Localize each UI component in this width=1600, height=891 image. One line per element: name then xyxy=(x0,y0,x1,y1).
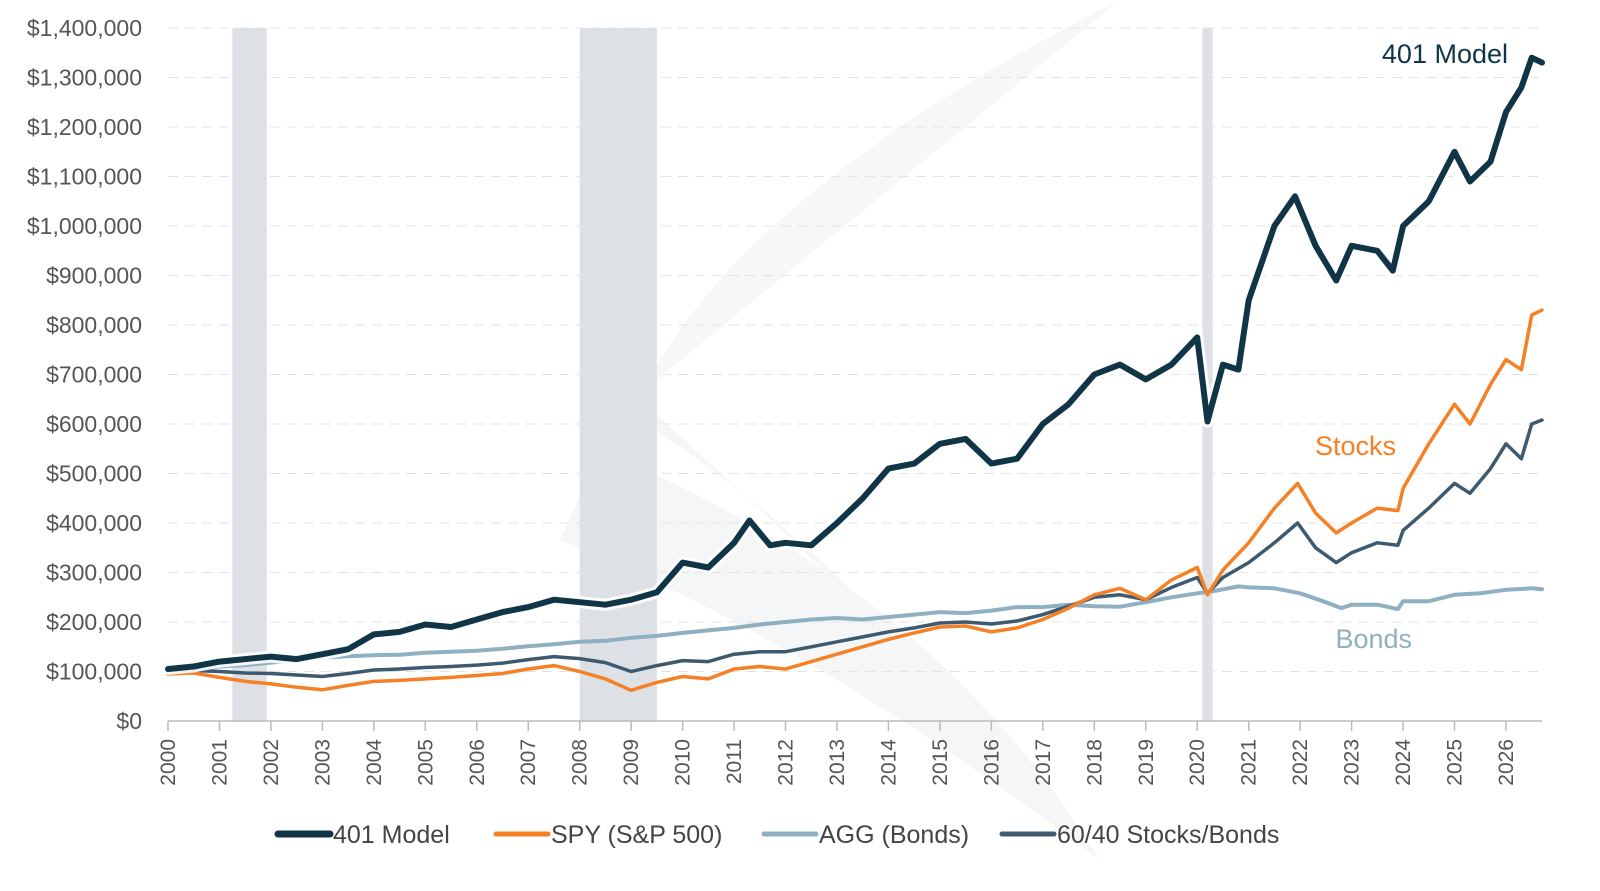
y-tick-label: $0 xyxy=(116,708,142,734)
x-tick-label: 2007 xyxy=(517,739,540,786)
x-tick-label: 2021 xyxy=(1238,739,1261,786)
legend-label: 401 Model xyxy=(333,821,450,849)
y-axis: $0 $100,000 $200,000 $300,000 $400,000 $500,0… xyxy=(27,15,142,734)
y-tick-label: $1,200,000 xyxy=(27,114,142,140)
x-tick-label: 2013 xyxy=(826,739,849,786)
y-tick-label: $1,400,000 xyxy=(27,15,142,41)
x-tick-label: 2008 xyxy=(569,739,592,786)
x-tick-label: 2016 xyxy=(980,739,1003,786)
series-line-1 xyxy=(166,308,1544,693)
x-tick-label: 2023 xyxy=(1341,739,1364,786)
legend: 401 Model SPY (S&P 500) AGG (Bonds) 60/40 S… xyxy=(274,821,1279,849)
y-tick-label: $800,000 xyxy=(46,312,142,338)
x-tick-label: 2002 xyxy=(260,739,283,786)
x-tick-label: 2020 xyxy=(1186,739,1209,786)
y-tick-label: $400,000 xyxy=(46,510,142,536)
y-tick-label: $1,100,000 xyxy=(27,164,142,190)
x-tick-label: 2005 xyxy=(414,739,437,786)
y-tick-label: $100,000 xyxy=(46,659,142,685)
x-tick-label: 2010 xyxy=(672,739,695,786)
gridlines xyxy=(168,27,1542,672)
y-tick-label: $1,300,000 xyxy=(27,65,142,91)
x-tick-label: 2026 xyxy=(1495,739,1518,786)
x-tick-label: 2014 xyxy=(877,739,900,786)
x-tick-label: 2012 xyxy=(775,739,798,786)
y-tick-label: $1,000,000 xyxy=(27,213,142,239)
y-tick-label: $500,000 xyxy=(46,461,142,487)
series-line-0 xyxy=(165,54,1545,672)
y-tick-label: $600,000 xyxy=(46,411,142,437)
x-tick-label: 2009 xyxy=(620,739,643,786)
x-tick-label: 2017 xyxy=(1032,739,1055,786)
series-end-label: Stocks xyxy=(1315,431,1396,461)
x-tick-label: 2011 xyxy=(723,739,746,784)
y-tick-label: $700,000 xyxy=(46,362,142,388)
series-end-label: 401 Model xyxy=(1382,39,1508,69)
series-line-3 xyxy=(166,418,1544,679)
x-tick-label: 2022 xyxy=(1289,739,1312,786)
legend-label: AGG (Bonds) xyxy=(819,821,969,849)
series-line-2 xyxy=(166,584,1544,674)
y-tick-label: $200,000 xyxy=(46,609,142,635)
series-halo xyxy=(162,51,1548,675)
series-lines xyxy=(162,51,1548,693)
legend-label: 60/40 Stocks/Bonds xyxy=(1057,821,1279,849)
x-tick-label: 2004 xyxy=(363,739,386,786)
x-axis: 2000 2001 2002 2003 2004 2005 2006 2007 2008 2009… xyxy=(157,720,1542,786)
x-tick-label: 2019 xyxy=(1135,739,1158,786)
x-tick-label: 2018 xyxy=(1083,739,1106,786)
x-tick-label: 2006 xyxy=(466,739,489,786)
x-tick-label: 2000 xyxy=(157,739,180,786)
x-tick-label: 2015 xyxy=(929,739,952,786)
x-tick-label: 2003 xyxy=(311,739,334,786)
y-tick-label: $900,000 xyxy=(46,263,142,289)
x-tick-label: 2001 xyxy=(208,739,231,786)
x-tick-label: 2024 xyxy=(1392,739,1415,786)
series-end-label: Bonds xyxy=(1335,624,1412,654)
series-end-labels: 401 Model Stocks Bonds xyxy=(1315,39,1508,654)
y-tick-label: $300,000 xyxy=(46,560,142,586)
legend-label: SPY (S&P 500) xyxy=(551,821,722,849)
x-tick-label: 2025 xyxy=(1444,739,1467,786)
